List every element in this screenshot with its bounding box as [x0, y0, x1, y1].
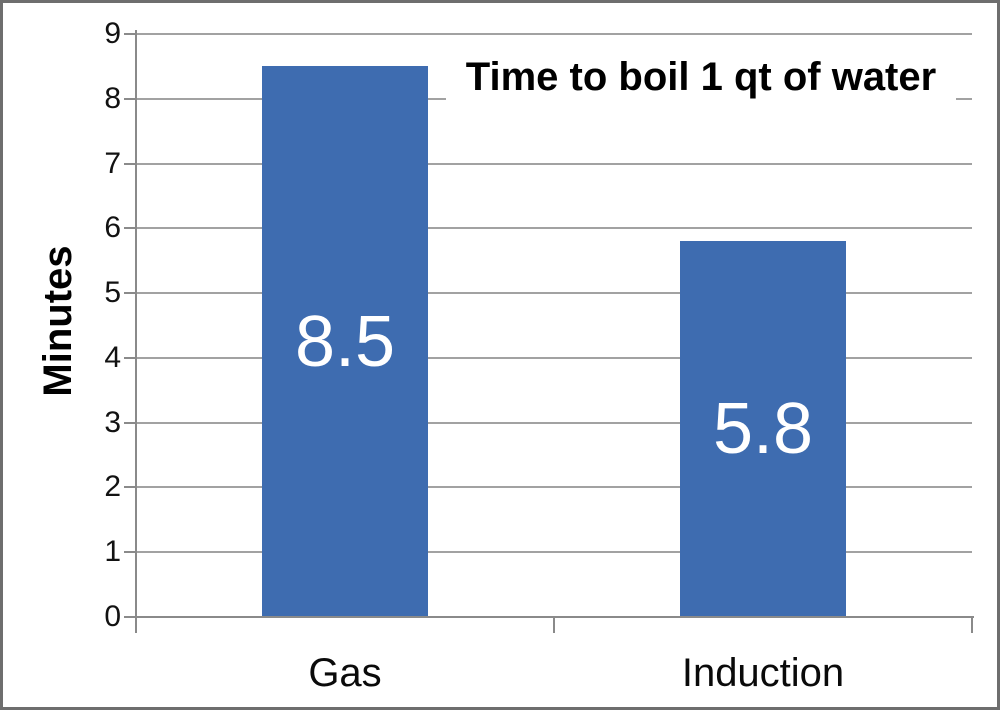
y-axis-tick-4 [124, 356, 136, 359]
y-tick-label-8: 8 [104, 81, 121, 115]
y-axis-tick-7 [124, 162, 136, 165]
chart-title: Time to boil 1 qt of water [446, 49, 956, 105]
y-axis-tick-1 [124, 551, 136, 554]
gridline-y-3 [136, 421, 972, 424]
gridline-y-6 [136, 227, 972, 230]
y-tick-label-1: 1 [104, 535, 121, 569]
y-axis-tick-3 [124, 421, 136, 424]
gridline-y-5 [136, 292, 972, 295]
y-axis-tick-0 [124, 616, 136, 618]
y-axis-tick-8 [124, 97, 136, 100]
bar-value-label-induction: 5.8 [712, 389, 814, 470]
plot-area: 8.5 5.8 [136, 33, 972, 617]
gridline-y-4 [136, 356, 972, 359]
y-tick-label-7: 7 [104, 146, 121, 180]
gridline-y-7 [136, 162, 972, 165]
y-axis-tick-5 [124, 292, 136, 295]
y-tick-label-0: 0 [104, 600, 121, 633]
gridline-y-2 [136, 486, 972, 489]
y-tick-label-2: 2 [104, 470, 121, 504]
gridline-y-9 [136, 33, 972, 35]
bar-gas: 8.5 [262, 66, 428, 617]
y-tick-label-4: 4 [104, 340, 121, 374]
bar-value-label-gas: 8.5 [294, 301, 396, 382]
y-axis-tick-6 [124, 227, 136, 230]
x-axis-boundary-tick-2 [971, 618, 973, 633]
x-axis-boundary-tick-0 [135, 618, 137, 633]
category-label-gas: Gas [308, 651, 382, 695]
y-tick-label-6: 6 [104, 211, 121, 245]
category-label-induction: Induction [681, 651, 845, 695]
y-tick-label-9: 9 [104, 17, 121, 50]
y-tick-label-5: 5 [104, 276, 121, 310]
x-axis-boundary-tick-1 [553, 618, 555, 633]
gridline-y-1 [136, 551, 972, 554]
y-tick-label-3: 3 [104, 405, 121, 439]
x-axis-line [135, 616, 974, 618]
bar-induction: 5.8 [680, 241, 846, 617]
y-axis-tick-9 [124, 33, 136, 35]
y-axis-line [135, 30, 137, 633]
y-axis-tick-2 [124, 486, 136, 489]
